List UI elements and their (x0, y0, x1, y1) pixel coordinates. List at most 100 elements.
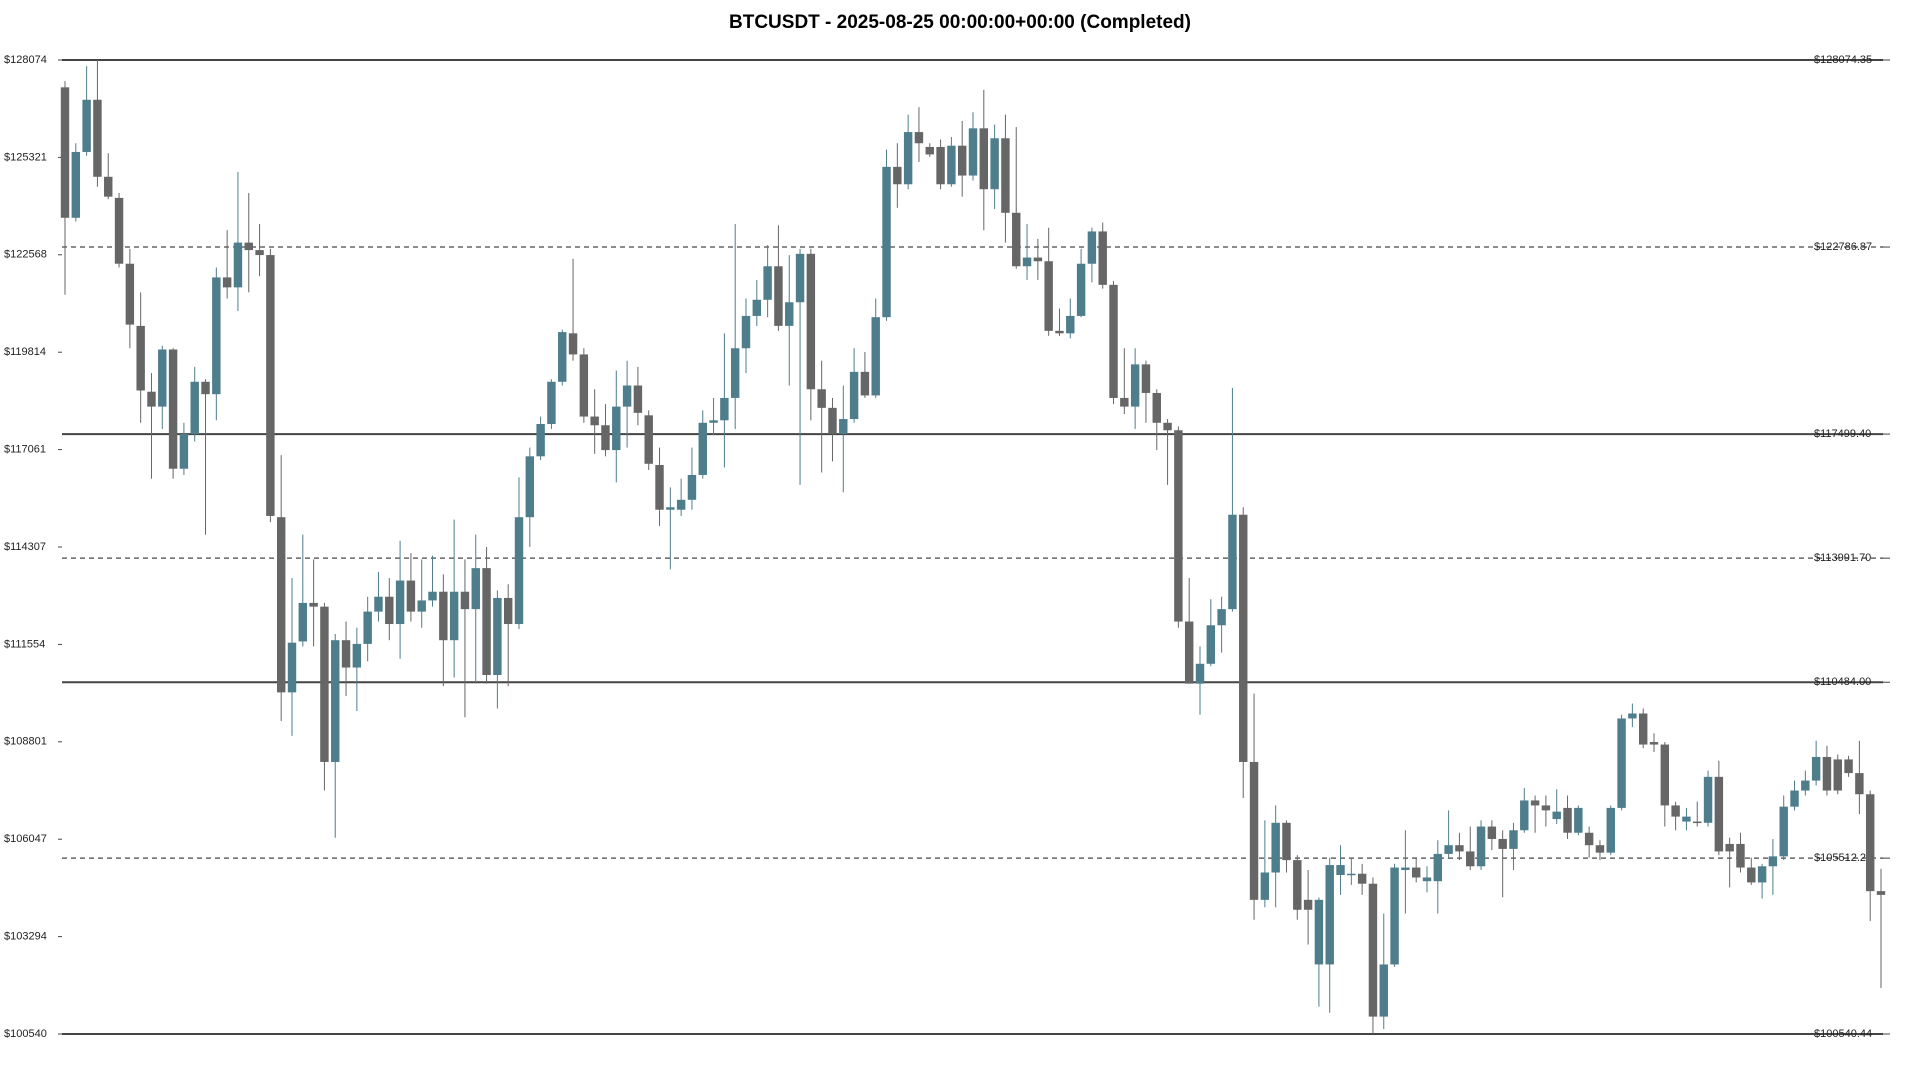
candle-body (71, 151, 81, 218)
candle-body (114, 197, 124, 264)
candle-body (1195, 663, 1205, 684)
candle-body (276, 517, 286, 693)
candle-body (914, 132, 924, 144)
candle-body (1260, 872, 1270, 900)
candle-body (1487, 826, 1497, 839)
candle-body (1228, 514, 1237, 610)
candle-body (341, 640, 351, 668)
candle-body (503, 597, 513, 625)
candle-body (385, 596, 394, 625)
candle-body (1022, 257, 1032, 267)
candle-body (363, 611, 372, 644)
candle-body (579, 354, 589, 417)
level-label: $128074.35 (1814, 54, 1872, 66)
candle-body (1584, 832, 1594, 846)
candle-body (1379, 964, 1388, 1017)
candle-body (125, 263, 135, 325)
candle-body (633, 385, 643, 413)
candle-body (1466, 851, 1475, 867)
candle-body (1001, 138, 1010, 213)
candle-body (1152, 392, 1161, 423)
candle-body (849, 371, 859, 420)
candle-body (190, 381, 199, 434)
candle-body (1184, 621, 1194, 684)
candle-body (655, 465, 664, 510)
candle-body (568, 333, 578, 355)
candle-body (222, 277, 232, 288)
candle-body (1574, 807, 1583, 833)
candle-body (817, 389, 826, 408)
candle-body (1044, 261, 1053, 331)
candle-body (93, 99, 102, 177)
candle-body (1649, 742, 1659, 745)
candle-body (763, 266, 772, 300)
candle-body (1444, 845, 1453, 854)
y-tick-label: $128074 (4, 54, 47, 66)
candle-body (1357, 873, 1367, 884)
candle-body (201, 381, 210, 395)
candle-body (741, 315, 751, 349)
candle-body (1855, 773, 1864, 795)
candle-body (730, 348, 740, 398)
candle-body (925, 146, 934, 155)
candle-body (1303, 899, 1313, 910)
candle-body (1736, 843, 1745, 868)
candle-body (1325, 865, 1334, 965)
candle-body (1098, 231, 1107, 285)
candle-body (449, 591, 459, 641)
y-tick-label: $108801 (4, 736, 47, 748)
candle-body (158, 349, 167, 407)
chart-title: BTCUSDT - 2025-08-25 00:00:00+00:00 (Com… (729, 12, 1191, 33)
candle-body (871, 317, 880, 396)
candle-body (1012, 212, 1021, 267)
candle-body (860, 371, 870, 396)
y-tick-label: $119814 (4, 346, 46, 358)
candle-body (558, 332, 567, 382)
candle-body (212, 277, 221, 395)
candle-body (60, 87, 70, 218)
candle-body (287, 642, 297, 693)
candle-body (1703, 776, 1713, 823)
candle-body (947, 145, 956, 185)
candle-body (1833, 759, 1842, 791)
candle-body (666, 507, 675, 510)
candle-body (406, 580, 416, 612)
candle-body (1476, 826, 1486, 867)
level-label: $100540.44 (1814, 1028, 1872, 1040)
candle-body (525, 456, 535, 518)
candle-body (460, 591, 470, 610)
y-tick-label: $122568 (4, 249, 47, 261)
y-tick-label: $103294 (4, 931, 47, 943)
candle-body (1606, 807, 1615, 853)
candle-body (547, 381, 556, 425)
candle-body (806, 253, 816, 390)
candle-body (1865, 794, 1875, 892)
candle-body (1779, 806, 1788, 857)
candle-body (828, 407, 837, 434)
y-tick-label: $117061 (4, 443, 46, 455)
candle-body (979, 128, 989, 190)
candle-body (687, 474, 697, 500)
candle-body (514, 517, 524, 625)
candle-body (1693, 821, 1702, 824)
candle-body (1498, 838, 1507, 849)
candle-body (1087, 231, 1097, 264)
candle-body (957, 145, 967, 176)
candle-body (1163, 422, 1172, 431)
candle-body (1066, 315, 1075, 334)
candle-body (1455, 845, 1464, 852)
candle-body (1239, 514, 1248, 762)
level-label: $122786.87 (1814, 241, 1872, 253)
candle-body (1217, 609, 1226, 626)
candle-body (1509, 830, 1518, 849)
y-tick-label: $114307 (4, 541, 46, 553)
candle-body (1390, 867, 1399, 965)
candle-body (493, 597, 502, 675)
candle-body (968, 128, 978, 176)
candle-body (709, 420, 718, 423)
candle-body (785, 302, 794, 326)
candle-body (482, 568, 491, 675)
candle-body (1617, 718, 1626, 808)
candle-body (1422, 877, 1432, 882)
